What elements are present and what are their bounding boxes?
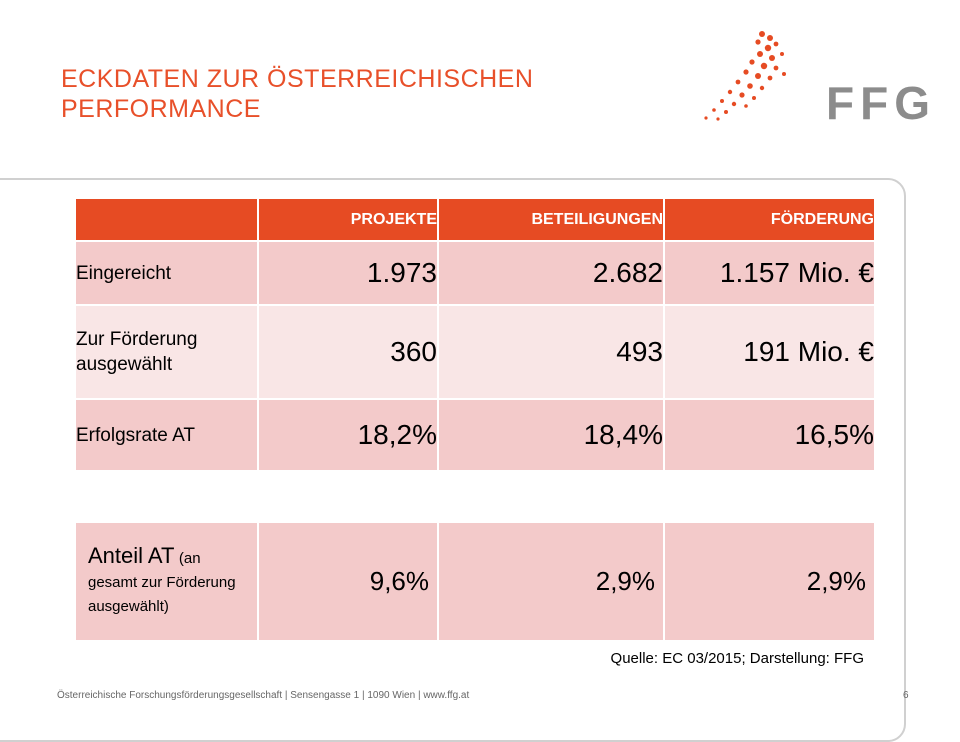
ffg-logo-text: FFG	[826, 77, 936, 129]
table-cell: 16,5%	[663, 398, 874, 470]
table-cell: 360	[257, 304, 438, 399]
table-row: Anteil AT (an gesamt zur Förderung ausge…	[76, 523, 874, 640]
source-note: Quelle: EC 03/2015; Darstellung: FFG	[610, 650, 864, 667]
table-header-cell: PROJEKTE	[257, 199, 438, 241]
table-cell: 2,9%	[663, 523, 874, 640]
table-cell: 2.682	[437, 240, 664, 305]
row-label: Eingereicht	[76, 240, 258, 305]
table-header-cell	[76, 199, 258, 241]
table-cell: 9,6%	[257, 523, 438, 640]
table-header-cell: FÖRDERUNG	[663, 199, 874, 241]
table-header-cell: BETEILIGUNGEN	[437, 199, 664, 241]
share-row-label: Anteil AT (an gesamt zur Förderung ausge…	[76, 523, 258, 640]
share-label-main: Anteil AT	[88, 543, 175, 568]
share-label-note: (an gesamt zur Förderung ausgewählt)	[88, 550, 236, 615]
table-cell: 2,9%	[437, 523, 664, 640]
slide-title: ECKDATEN ZUR ÖSTERREICHISCHEN PERFORMANC…	[61, 65, 534, 123]
table-row: Eingereicht 1.973 2.682 1.157 Mio. €	[76, 240, 874, 305]
table-cell: 1.157 Mio. €	[663, 240, 874, 305]
row-label: Erfolgsrate AT	[76, 398, 258, 470]
table-cell: 18,4%	[437, 398, 664, 470]
table-header-row: PROJEKTE BETEILIGUNGEN FÖRDERUNG	[76, 199, 874, 241]
row-label: Zur Förderung ausgewählt	[76, 304, 258, 399]
page-number: 6	[903, 690, 909, 701]
share-table: Anteil AT (an gesamt zur Förderung ausge…	[76, 523, 874, 640]
ffg-logo-dots-icon	[704, 31, 786, 121]
table-row: Erfolgsrate AT 18,2% 18,4% 16,5%	[76, 398, 874, 470]
table-cell: 1.973	[257, 240, 438, 305]
table-cell: 191 Mio. €	[663, 304, 874, 399]
table-row: Zur Förderung ausgewählt 360 493 191 Mio…	[76, 304, 874, 399]
table-cell: 493	[437, 304, 664, 399]
performance-table: PROJEKTE BETEILIGUNGEN FÖRDERUNG Eingere…	[76, 199, 874, 470]
footer-text: Österreichische Forschungsförderungsgese…	[57, 690, 470, 701]
table-cell: 18,2%	[257, 398, 438, 470]
